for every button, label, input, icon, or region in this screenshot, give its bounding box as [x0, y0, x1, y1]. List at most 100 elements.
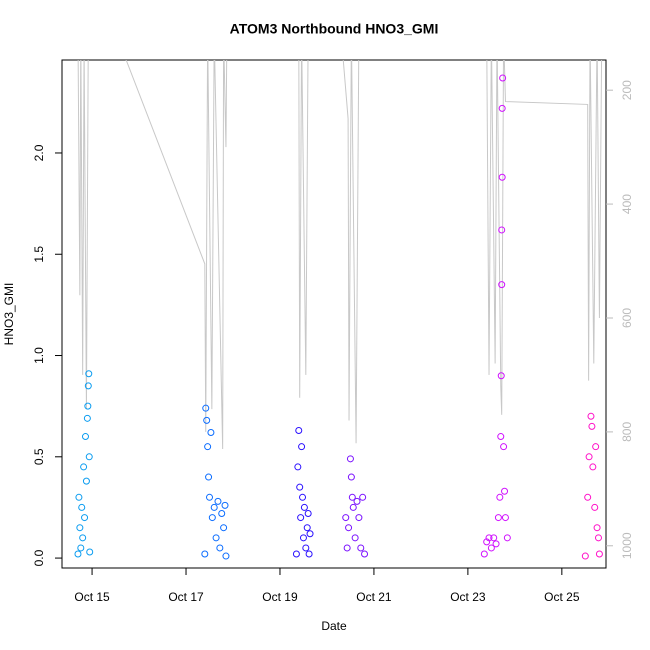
point: [77, 544, 85, 552]
point: [346, 455, 354, 463]
x-tick-label: Oct 17: [168, 590, 204, 604]
point: [83, 414, 91, 422]
pressure-line: [77, 60, 603, 449]
point: [296, 483, 304, 491]
point: [298, 443, 306, 451]
point: [222, 552, 230, 560]
x-axis-label: Date: [321, 619, 347, 633]
point: [498, 104, 506, 112]
y-tick-label: 2.0: [32, 144, 46, 161]
point: [498, 173, 506, 181]
point: [591, 503, 599, 511]
point: [214, 497, 222, 505]
plot-frame: [61, 59, 607, 569]
point: [498, 281, 506, 289]
point: [593, 524, 601, 532]
point: [497, 372, 505, 380]
point: [210, 503, 218, 511]
plot-area: [74, 60, 603, 560]
point: [348, 493, 356, 501]
y2-tick-label: 600: [620, 308, 634, 328]
point: [204, 443, 212, 451]
point: [216, 544, 224, 552]
point: [353, 497, 361, 505]
point: [205, 473, 213, 481]
point: [497, 433, 505, 441]
point: [345, 524, 353, 532]
point: [84, 402, 92, 410]
point: [299, 534, 307, 542]
point: [343, 544, 351, 552]
point: [490, 534, 498, 542]
y-tick-label: 0.5: [32, 448, 46, 465]
point: [305, 550, 313, 558]
y2-tick-label: 1000: [620, 532, 634, 559]
point: [78, 503, 86, 511]
point: [592, 443, 600, 451]
x-tick-label: Oct 15: [74, 590, 110, 604]
point: [303, 524, 311, 532]
point: [503, 534, 511, 542]
y2-tick-label: 200: [620, 80, 634, 100]
point: [587, 412, 595, 420]
point: [594, 534, 602, 542]
x-tick-label: Oct 19: [262, 590, 298, 604]
point: [81, 433, 89, 441]
point: [351, 534, 359, 542]
point: [84, 382, 92, 390]
point: [584, 493, 592, 501]
y-tick-label: 1.0: [32, 347, 46, 364]
point: [203, 416, 211, 424]
point: [581, 552, 589, 560]
point: [595, 550, 603, 558]
point: [585, 453, 593, 461]
point: [361, 550, 369, 558]
point: [357, 544, 365, 552]
point: [498, 226, 506, 234]
point: [485, 534, 493, 542]
point: [589, 463, 597, 471]
point: [82, 477, 90, 485]
point: [75, 493, 83, 501]
y2-tick-label: 400: [620, 194, 634, 214]
y-tick-label: 1.5: [32, 246, 46, 263]
point: [76, 524, 84, 532]
point: [297, 514, 305, 522]
y2-tick-label: 800: [620, 422, 634, 442]
point: [483, 538, 491, 546]
point: [220, 524, 228, 532]
point: [85, 453, 93, 461]
point: [342, 514, 350, 522]
point: [347, 473, 355, 481]
point: [299, 493, 307, 501]
point: [202, 404, 210, 412]
point: [355, 514, 363, 522]
point: [494, 514, 502, 522]
point: [206, 493, 214, 501]
point: [480, 550, 488, 558]
point: [295, 426, 303, 434]
point: [74, 550, 82, 558]
point: [500, 443, 508, 451]
point: [201, 550, 209, 558]
y-tick-label: 0.0: [32, 549, 46, 566]
point: [81, 514, 89, 522]
point: [496, 493, 504, 501]
point: [212, 534, 220, 542]
point: [85, 370, 93, 378]
point: [207, 428, 215, 436]
point: [499, 74, 507, 82]
chart-title: ATOM3 Northbound HNO3_GMI: [230, 21, 439, 37]
point: [79, 534, 87, 542]
point: [492, 540, 500, 548]
point: [218, 510, 226, 518]
point: [304, 510, 312, 518]
point: [487, 544, 495, 552]
x-tick-label: Oct 21: [356, 590, 392, 604]
point: [501, 487, 509, 495]
point: [300, 503, 308, 511]
y-axis-label: HNO3_GMI: [2, 283, 16, 346]
point: [501, 514, 509, 522]
point: [349, 503, 357, 511]
